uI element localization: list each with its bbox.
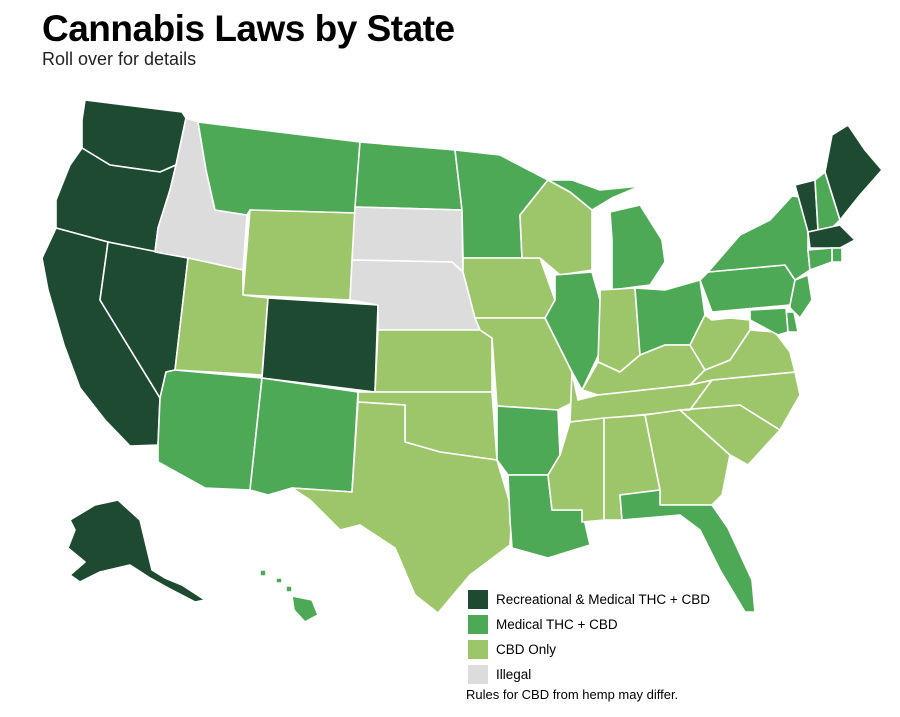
state-ks[interactable] — [374, 329, 493, 393]
state-hi[interactable] — [259, 569, 319, 623]
legend-item-cbd-only: CBD Only — [468, 637, 710, 662]
legend-item-illegal: Illegal — [468, 662, 710, 687]
state-nj[interactable] — [789, 274, 813, 319]
legend-item-recreational: Recreational & Medical THC + CBD — [468, 587, 710, 612]
state-ct[interactable] — [807, 247, 833, 271]
map-legend: Recreational & Medical THC + CBD Medical… — [468, 587, 710, 687]
state-ma[interactable] — [807, 224, 856, 249]
state-ar[interactable] — [496, 405, 561, 476]
state-co[interactable] — [261, 297, 379, 393]
state-nd[interactable] — [354, 141, 463, 211]
state-ak[interactable] — [67, 499, 206, 603]
state-nh[interactable] — [814, 171, 841, 231]
state-tx[interactable] — [291, 401, 513, 614]
state-nc[interactable] — [679, 371, 801, 431]
legend-swatch — [468, 640, 488, 659]
state-me[interactable] — [824, 124, 883, 221]
legend-label: Recreational & Medical THC + CBD — [496, 592, 710, 607]
state-mi[interactable] — [547, 179, 666, 291]
state-fl[interactable] — [619, 489, 756, 613]
state-mt[interactable] — [197, 121, 361, 216]
footnote: Rules for CBD from hemp may differ. — [466, 687, 679, 702]
legend-label: CBD Only — [496, 642, 557, 657]
legend-item-medical: Medical THC + CBD — [468, 612, 710, 637]
legend-label: Illegal — [496, 667, 532, 682]
legend-label: Medical THC + CBD — [496, 617, 618, 632]
state-md[interactable] — [749, 307, 789, 336]
state-nm[interactable] — [249, 377, 359, 496]
state-ia[interactable] — [462, 257, 556, 319]
legend-swatch — [468, 615, 488, 634]
state-az[interactable] — [157, 369, 263, 491]
legend-swatch — [468, 665, 488, 684]
page-subtitle: Roll over for details — [42, 49, 197, 69]
page-title: Cannabis Laws by State — [42, 8, 455, 49]
legend-swatch — [468, 590, 488, 609]
state-ri[interactable] — [831, 247, 843, 263]
state-wy[interactable] — [242, 209, 356, 301]
state-ny[interactable] — [707, 195, 811, 281]
